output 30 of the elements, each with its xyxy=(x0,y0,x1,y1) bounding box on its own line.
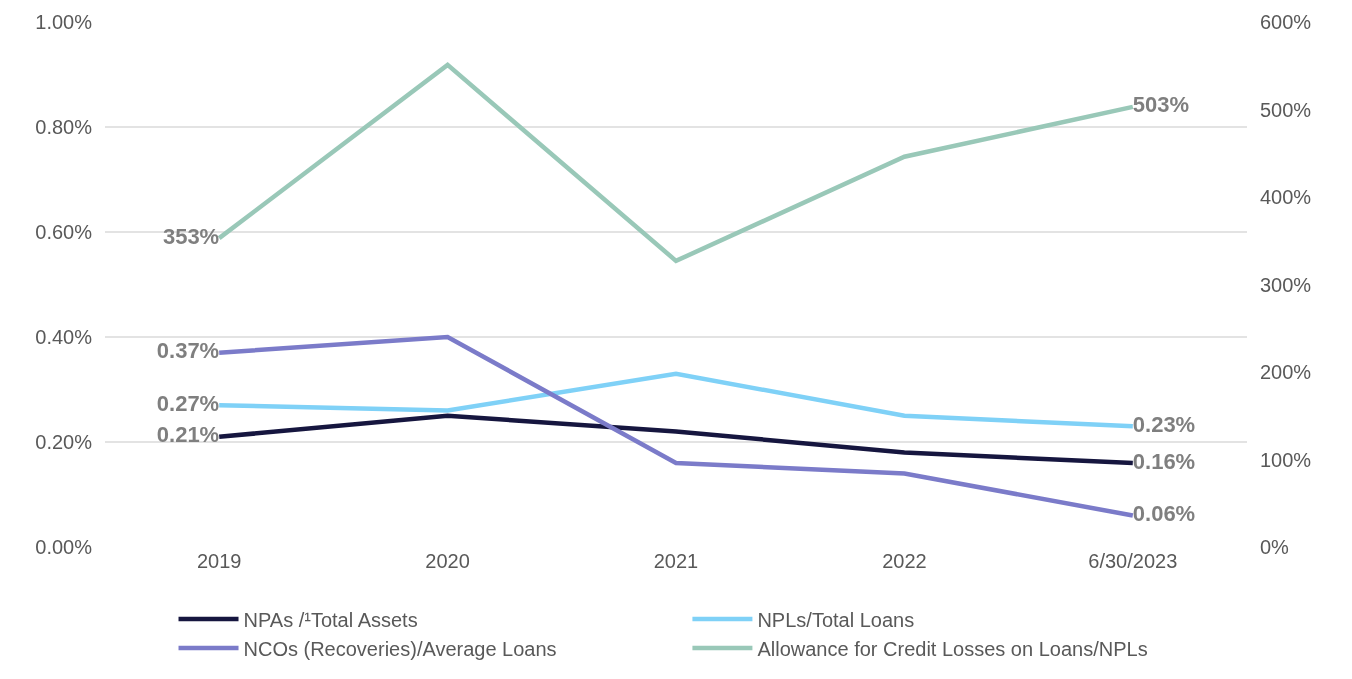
x-tick-label: 2019 xyxy=(196,550,242,572)
legend-label: NPAs /¹Total Assets xyxy=(243,608,418,631)
y-tick-label: 0.80% xyxy=(35,116,93,138)
data-label: 0.37% xyxy=(156,338,220,364)
y2-tick-label: 300% xyxy=(1260,273,1312,296)
data-label: 0.06% xyxy=(1132,501,1196,526)
y2-tick-label: 500% xyxy=(1260,98,1312,121)
y2-tick-label: 400% xyxy=(1260,186,1312,208)
data-label: 0.21% xyxy=(156,422,220,448)
y-tick-label: 0.00% xyxy=(35,536,93,558)
x-tick-label: 6/30/2023 xyxy=(1088,550,1178,572)
data-label: 0.23% xyxy=(1132,411,1196,437)
legend-label: NCOs (Recoveries)/Average Loans xyxy=(243,637,557,660)
y2-tick-label: 0% xyxy=(1260,536,1290,558)
data-label: 0.16% xyxy=(1132,448,1196,474)
legend-label: Allowance for Credit Losses on Loans/NPLs xyxy=(757,637,1148,660)
y2-tick-label: 600% xyxy=(1260,11,1312,33)
y-tick-label: 0.20% xyxy=(35,431,93,453)
y-tick-label: 0.40% xyxy=(35,326,93,348)
y2-tick-label: 200% xyxy=(1260,361,1312,383)
data-label: 353% xyxy=(162,223,220,249)
legend-label: NPLs/Total Loans xyxy=(757,608,915,631)
y2-tick-label: 100% xyxy=(1260,448,1312,471)
data-label: 503% xyxy=(1132,92,1190,118)
data-label: 0.27% xyxy=(156,390,220,416)
y-tick-label: 1.00% xyxy=(35,11,93,33)
x-tick-label: 2021 xyxy=(653,550,699,572)
x-tick-label: 2022 xyxy=(882,550,927,572)
y-tick-label: 0.60% xyxy=(35,221,93,243)
x-tick-label: 2020 xyxy=(425,550,470,572)
